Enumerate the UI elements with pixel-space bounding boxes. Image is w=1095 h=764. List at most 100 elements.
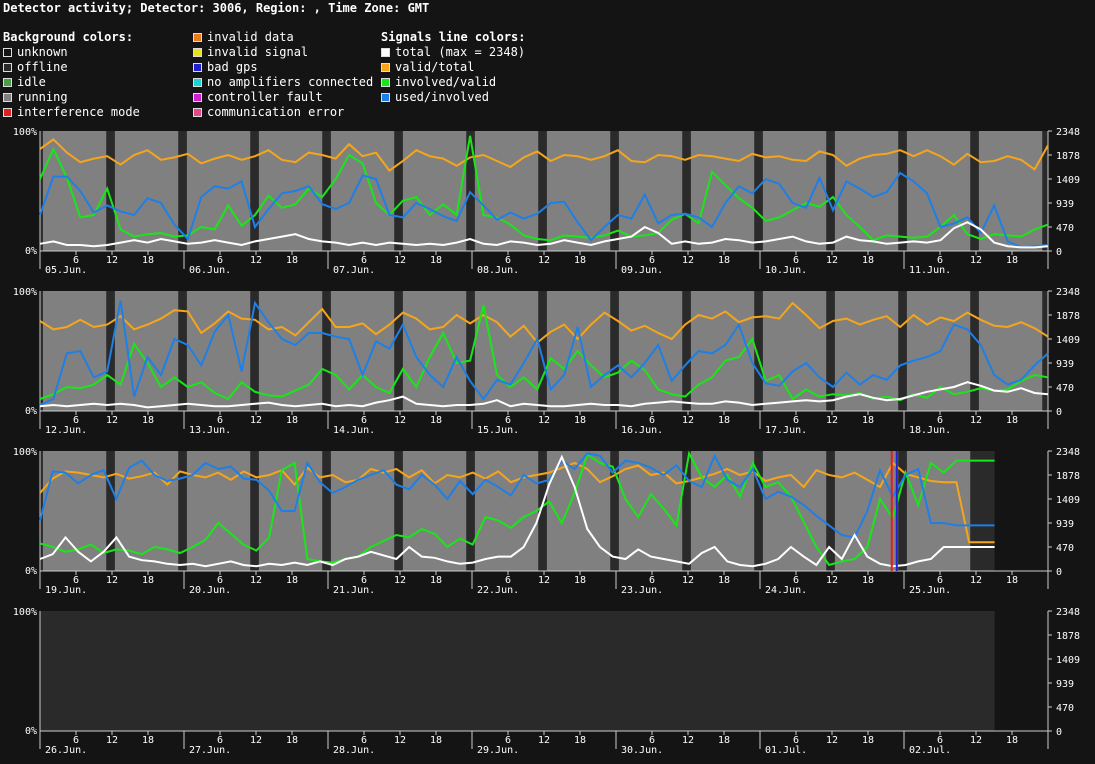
hour-label: 12 [394, 735, 406, 746]
day-label: 23.Jun. [621, 585, 663, 596]
hour-label: 6 [649, 575, 655, 586]
running-band [330, 131, 395, 251]
hour-label: 12 [826, 255, 838, 266]
hour-label: 6 [361, 415, 367, 426]
hour-label: 6 [217, 415, 223, 426]
hour-label: 6 [649, 735, 655, 746]
left-tick-label: 0% [25, 406, 37, 417]
hour-label: 18 [574, 415, 586, 426]
legend-label: valid/total [395, 60, 475, 74]
hour-label: 18 [286, 575, 298, 586]
series-line-involved-valid [39, 135, 1049, 242]
day-label: 06.Jun. [189, 265, 231, 276]
day-label: 21.Jun. [333, 585, 375, 596]
hour-label: 6 [505, 415, 511, 426]
hour-label: 18 [1006, 255, 1018, 266]
hour-label: 12 [682, 255, 694, 266]
running-band [402, 131, 467, 251]
hour-label: 12 [106, 735, 118, 746]
left-tick-label: 100% [13, 127, 37, 138]
hour-label: 6 [649, 415, 655, 426]
legend-item-running: running [3, 90, 140, 105]
hour-label: 18 [430, 575, 442, 586]
hour-label: 12 [682, 575, 694, 586]
day-label: 16.Jun. [621, 425, 663, 436]
day-label: 28.Jun. [333, 745, 375, 756]
swatch-interference [3, 108, 12, 117]
day-label: 26.Jun. [45, 745, 87, 756]
hour-label: 6 [73, 415, 79, 426]
left-tick-label: 100% [13, 287, 37, 298]
day-label: 09.Jun. [621, 265, 663, 276]
swatch-valid-total [381, 63, 390, 72]
legend-label: used/involved [395, 90, 489, 104]
legend-item-offline: offline [3, 60, 140, 75]
right-tick-label: 2348 [1056, 607, 1080, 618]
swatch-involved-valid [381, 78, 390, 87]
hour-label: 6 [937, 735, 943, 746]
series-line-involved-valid [39, 305, 1049, 402]
hour-label: 18 [574, 255, 586, 266]
running-band [546, 451, 611, 571]
right-tick-label: 1409 [1056, 495, 1080, 506]
running-band [978, 131, 1043, 251]
right-tick-label: 1409 [1056, 655, 1080, 666]
swatch-unknown [3, 48, 12, 57]
running-band [762, 451, 827, 571]
running-band [546, 131, 611, 251]
day-label: 14.Jun. [333, 425, 375, 436]
hour-label: 6 [793, 735, 799, 746]
hour-label: 18 [862, 415, 874, 426]
series-line-used-involved [39, 171, 1049, 249]
hour-label: 12 [250, 415, 262, 426]
legend-item-invalid-data: invalid data [193, 30, 373, 45]
right-tick-label: 939 [1056, 359, 1074, 370]
hour-label: 18 [862, 255, 874, 266]
legend-label: no amplifiers connected [207, 75, 374, 89]
day-label: 08.Jun. [477, 265, 519, 276]
hour-label: 6 [73, 575, 79, 586]
running-band [906, 131, 971, 251]
left-tick-label: 0% [25, 566, 37, 577]
legend-label: involved/valid [395, 75, 497, 89]
legend-item-no-amplifiers: no amplifiers connected [193, 75, 373, 90]
legend-label: bad gps [207, 60, 258, 74]
hour-label: 6 [361, 735, 367, 746]
hour-label: 6 [73, 255, 79, 266]
running-band [618, 131, 683, 251]
legend-signals: Signals line colors: total (max = 2348) … [381, 30, 526, 105]
hour-label: 12 [106, 415, 118, 426]
legend-errors: invalid data invalid signal bad gps no a… [193, 30, 373, 120]
swatch-used-involved [381, 93, 390, 102]
right-tick-label: 0 [1056, 247, 1062, 258]
running-band [402, 451, 467, 571]
legend-label: idle [17, 75, 46, 89]
legend-item-controller-fault: controller fault [193, 90, 373, 105]
right-tick-label: 2348 [1056, 447, 1080, 458]
hour-label: 6 [505, 575, 511, 586]
series-line-valid-total [39, 138, 1049, 172]
hour-label: 12 [682, 735, 694, 746]
hour-label: 12 [106, 575, 118, 586]
series-line-involved-valid [39, 450, 995, 567]
hour-label: 12 [970, 735, 982, 746]
hour-label: 12 [682, 415, 694, 426]
series-line-total [39, 381, 1049, 409]
legend-background: Background colors: unknown offline idle … [3, 30, 140, 120]
day-label: 29.Jun. [477, 745, 519, 756]
legend-item-valid-total: valid/total [381, 60, 526, 75]
legend-item-interference: interference mode [3, 105, 140, 120]
hour-label: 18 [286, 415, 298, 426]
legend-item-idle: idle [3, 75, 140, 90]
series-line-total [39, 221, 1049, 249]
left-tick-label: 100% [13, 607, 37, 618]
hour-label: 18 [286, 735, 298, 746]
legend-label: invalid data [207, 30, 294, 44]
running-band [474, 131, 539, 251]
running-band [114, 131, 179, 251]
left-tick-label: 100% [13, 447, 37, 458]
hour-label: 18 [142, 575, 154, 586]
legend-label: interference mode [17, 105, 140, 119]
swatch-invalid-data [193, 33, 202, 42]
legend-signals-heading: Signals line colors: [381, 30, 526, 44]
